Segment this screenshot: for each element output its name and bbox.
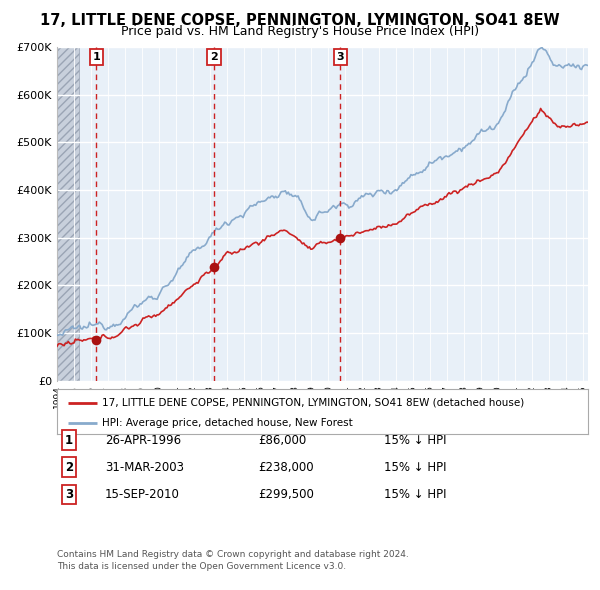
Text: 31-MAR-2003: 31-MAR-2003 [105, 461, 184, 474]
Text: 15% ↓ HPI: 15% ↓ HPI [384, 488, 446, 501]
Text: 17, LITTLE DENE COPSE, PENNINGTON, LYMINGTON, SO41 8EW: 17, LITTLE DENE COPSE, PENNINGTON, LYMIN… [40, 13, 560, 28]
Text: 3: 3 [65, 488, 73, 501]
Text: 15% ↓ HPI: 15% ↓ HPI [384, 461, 446, 474]
Text: £238,000: £238,000 [258, 461, 314, 474]
Text: 1: 1 [92, 52, 100, 62]
Text: 3: 3 [337, 52, 344, 62]
Text: 15-SEP-2010: 15-SEP-2010 [105, 488, 180, 501]
Text: 26-APR-1996: 26-APR-1996 [105, 434, 181, 447]
Text: Contains HM Land Registry data © Crown copyright and database right 2024.: Contains HM Land Registry data © Crown c… [57, 550, 409, 559]
Text: 2: 2 [210, 52, 218, 62]
Text: HPI: Average price, detached house, New Forest: HPI: Average price, detached house, New … [102, 418, 353, 428]
Text: 2: 2 [65, 461, 73, 474]
Text: This data is licensed under the Open Government Licence v3.0.: This data is licensed under the Open Gov… [57, 562, 346, 571]
Text: 15% ↓ HPI: 15% ↓ HPI [384, 434, 446, 447]
Bar [57, 47, 79, 381]
Text: 1: 1 [65, 434, 73, 447]
Text: £299,500: £299,500 [258, 488, 314, 501]
Text: 17, LITTLE DENE COPSE, PENNINGTON, LYMINGTON, SO41 8EW (detached house): 17, LITTLE DENE COPSE, PENNINGTON, LYMIN… [102, 398, 524, 408]
Text: Price paid vs. HM Land Registry's House Price Index (HPI): Price paid vs. HM Land Registry's House … [121, 25, 479, 38]
Text: £86,000: £86,000 [258, 434, 306, 447]
